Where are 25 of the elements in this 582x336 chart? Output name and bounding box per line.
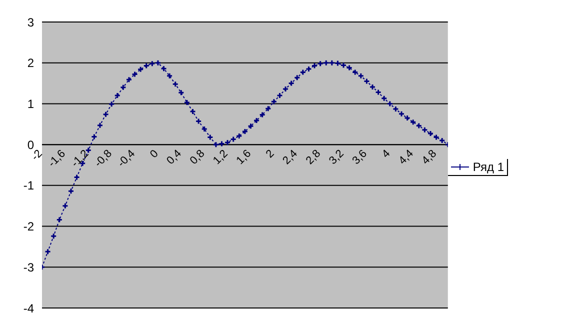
x-tick-label: 1,6 (234, 148, 254, 167)
x-tick-label: 0 (148, 148, 161, 160)
x-tick-label: -0,4 (116, 148, 138, 170)
y-tick-label: -4 (23, 301, 34, 316)
x-tick-label: 0,4 (164, 148, 184, 167)
y-tick-label: -2 (23, 220, 34, 234)
x-tick-label: 4 (380, 148, 393, 160)
x-tick-label: -0,8 (92, 148, 114, 170)
x-tick-label: 2,4 (280, 148, 300, 167)
x-tick-label: 0,8 (188, 148, 208, 167)
y-tick-label: 2 (27, 56, 34, 70)
y-tick-label: -1 (23, 178, 34, 193)
x-tick-label: 2 (264, 148, 277, 160)
y-tick-label: -3 (23, 260, 34, 274)
x-tick-label: 4,4 (396, 148, 416, 167)
legend-label: Ряд 1 (472, 160, 504, 174)
x-tick-label: 2,8 (304, 148, 324, 167)
x-tick-label: 3,6 (350, 148, 370, 167)
y-tick-label: 1 (27, 96, 34, 111)
x-tick-label: -1,2 (69, 148, 92, 170)
x-tick-label: 3,2 (326, 148, 346, 167)
x-tick-label: 4,8 (420, 148, 440, 167)
y-tick-label: 3 (27, 15, 34, 30)
x-tick-label: -1,6 (46, 148, 68, 170)
x-tick-label: 1,2 (211, 148, 230, 167)
